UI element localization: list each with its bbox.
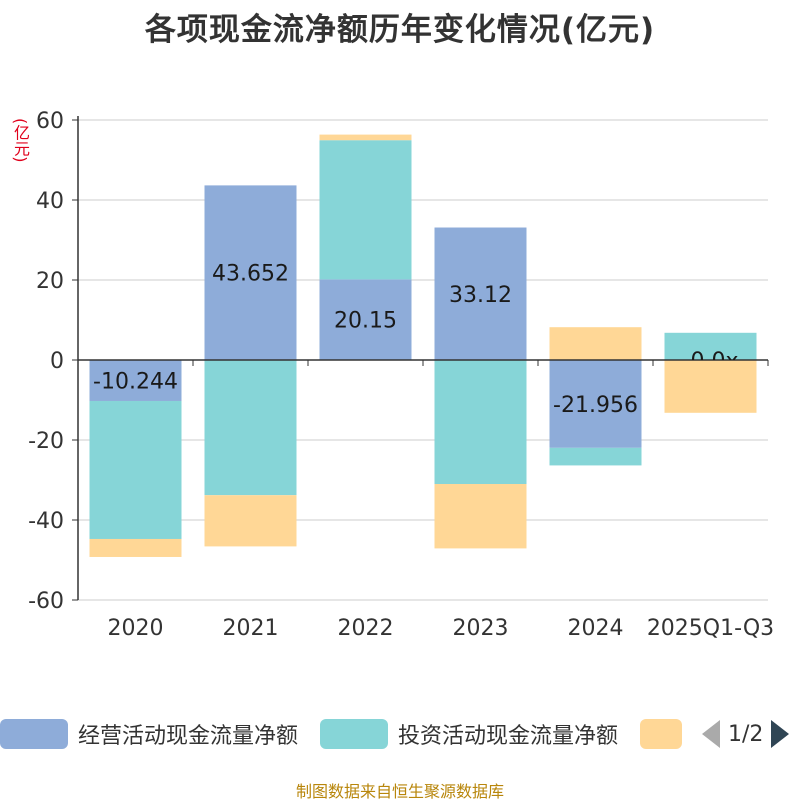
data-label-2023: 33.12: [449, 283, 512, 308]
x-tick-label: 2021: [223, 616, 279, 641]
x-tick-label: 2023: [453, 616, 509, 641]
bar-2024-series-0: [549, 360, 642, 448]
legend-swatch-third: [640, 719, 682, 749]
chart-title: 各项现金流净额历年变化情况(亿元): [144, 12, 656, 48]
arrow-right-icon[interactable]: [771, 720, 790, 748]
data-label-2024: -21.956: [553, 393, 638, 418]
legend-swatch-investing: [320, 719, 388, 749]
data-label-2021: 43.652: [212, 262, 289, 287]
y-tick-label: -60: [28, 589, 64, 614]
bar-2022-series-0: [319, 279, 412, 360]
bar-2023-series-1: [434, 360, 527, 484]
data-label-partial: -0.0x: [683, 349, 739, 374]
y-tick-label: -20: [28, 429, 64, 454]
x-tick-label: 2022: [338, 616, 394, 641]
bar-2021-series-0: [204, 185, 297, 360]
data-label-2020: -10.244: [93, 369, 178, 394]
data-source-note: 制图数据来自恒生聚源数据库: [295, 782, 504, 801]
y-tick-label: -40: [28, 509, 64, 534]
legend-item-third[interactable]: [640, 714, 682, 754]
bar-2020-series-1: [89, 400, 182, 539]
bar-2020-series-2: [89, 538, 182, 557]
x-tick-label: 2024: [568, 616, 624, 641]
y-tick-label: 60: [36, 109, 64, 134]
legend: 经营活动现金流量净额 投资活动现金流量净额 1/2: [0, 714, 800, 754]
y-tick-label: 0: [50, 349, 64, 374]
y-tick-label: 20: [36, 269, 64, 294]
bar-2025Q1-Q3-series-2: [664, 360, 757, 413]
bar-2021-series-1: [204, 360, 297, 496]
bar-2024-series-1: [549, 447, 642, 466]
legend-label-operating: 经营活动现金流量净额: [78, 724, 299, 749]
bar-2022-series-1: [319, 140, 412, 280]
bar-2020-series-0: [89, 360, 182, 401]
legend-pager: 1/2: [702, 714, 790, 754]
x-tick-label: 2025Q1-Q3: [647, 616, 774, 641]
y-tick-label: 40: [36, 189, 64, 214]
bar-2022-series-2: [319, 134, 412, 141]
bar-2025Q1-Q3-series-1: [664, 332, 757, 360]
legend-label-investing: 投资活动现金流量净额: [398, 724, 619, 749]
legend-swatch-operating: [0, 719, 68, 749]
bar-2024-series-2: [549, 327, 642, 360]
y-axis-unit-label: (亿元): [11, 118, 30, 163]
legend-item-investing[interactable]: 投资活动现金流量净额: [320, 714, 618, 754]
stacked-bar-chart: 60 40 20 0 -20 -40 -60 2020 2021 2022 2023 2024 2025…: [28, 109, 774, 641]
legend-item-operating[interactable]: 经营活动现金流量净额: [0, 714, 298, 754]
legend-page-indicator: 1/2: [728, 721, 764, 747]
data-label-2022: 20.15: [334, 309, 397, 334]
bar-2023-series-2: [434, 484, 527, 549]
bar-2023-series-0: [434, 227, 527, 360]
arrow-left-icon[interactable]: [702, 720, 720, 748]
bar-2021-series-2: [204, 495, 297, 547]
x-tick-label: 2020: [108, 616, 164, 641]
